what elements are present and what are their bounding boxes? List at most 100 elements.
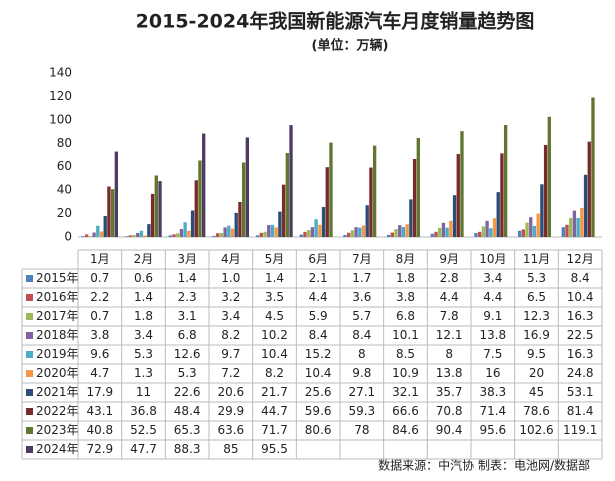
table-cell: 6.8 — [178, 328, 197, 342]
table-cell: 32.1 — [392, 385, 419, 399]
x-tick-label: 6月 — [308, 252, 328, 266]
table-cell: 38.3 — [479, 385, 506, 399]
bar — [591, 97, 595, 238]
bar — [99, 231, 104, 237]
bar — [245, 137, 250, 237]
table-cell: 1.8 — [134, 309, 153, 323]
legend-swatch — [26, 313, 33, 320]
legend-swatch — [26, 351, 33, 358]
bar — [481, 226, 486, 237]
bar — [576, 217, 580, 237]
bar — [569, 217, 573, 237]
bar — [438, 227, 442, 237]
table-cell: 10.2 — [261, 328, 288, 342]
bar — [179, 229, 184, 237]
table-cell: 11 — [136, 385, 151, 399]
table-cell: 1.7 — [352, 271, 371, 285]
table-cell: 25.6 — [305, 385, 332, 399]
bar — [270, 224, 275, 237]
bar — [485, 220, 489, 237]
bar — [477, 231, 482, 237]
bar — [343, 235, 347, 237]
bar — [238, 201, 242, 237]
source-note: 数据来源：中汽协 制表：电池网/数据部 — [378, 458, 590, 473]
bar — [434, 231, 438, 237]
bar — [194, 180, 198, 237]
table-cell: 3.8 — [396, 290, 415, 304]
bar — [401, 227, 406, 237]
legend-label: 2020年 — [36, 366, 79, 380]
bar — [187, 230, 191, 237]
table-cell: 16.3 — [567, 347, 594, 361]
bar — [281, 184, 286, 237]
bar — [398, 225, 402, 237]
table-cell: 1.8 — [396, 271, 415, 285]
bar — [299, 234, 303, 237]
bar — [190, 210, 195, 237]
legend-swatch — [26, 275, 33, 282]
bar — [525, 222, 529, 237]
legend-label: 2018年 — [36, 328, 79, 342]
bar — [405, 224, 409, 237]
bar — [540, 184, 544, 237]
table-cell: 63.6 — [217, 423, 244, 437]
table-cell: 90.4 — [436, 423, 463, 437]
bar — [289, 125, 293, 237]
table-cell: 1.4 — [265, 271, 284, 285]
bar — [449, 220, 453, 237]
y-tick-label: 140 — [49, 66, 72, 80]
table-cell: 65.3 — [174, 423, 201, 437]
y-tick-label: 20 — [57, 206, 72, 220]
bar — [219, 233, 224, 237]
bar — [416, 137, 420, 237]
bar — [212, 235, 216, 237]
table-cell: 119.1 — [563, 423, 597, 437]
bar — [274, 227, 278, 237]
bar — [81, 236, 85, 237]
bar — [354, 227, 358, 237]
table-cell: 70.8 — [436, 404, 463, 418]
table-cell: 4.7 — [90, 366, 109, 380]
legend-swatch — [26, 408, 33, 415]
bar — [143, 235, 147, 237]
bar — [532, 225, 537, 237]
bar — [318, 224, 322, 237]
table-cell: 47.7 — [130, 442, 157, 456]
bar — [215, 233, 220, 237]
bar — [492, 218, 497, 237]
bar — [278, 211, 282, 237]
table-cell: 3.6 — [352, 290, 371, 304]
legend-swatch — [26, 370, 33, 377]
table-cell: 9.1 — [483, 309, 502, 323]
x-tick-label: 5月 — [265, 252, 285, 266]
table-cell: 7.2 — [221, 366, 240, 380]
bar — [307, 230, 311, 237]
bar — [456, 154, 460, 237]
legend-label: 2019年 — [36, 347, 79, 361]
bar — [92, 232, 96, 237]
table-cell: 5.3 — [527, 271, 546, 285]
bar — [521, 229, 525, 237]
bar — [321, 207, 326, 237]
y-tick-label: 100 — [49, 112, 72, 126]
table-cell: 0.7 — [90, 271, 109, 285]
bar — [263, 231, 267, 237]
table-cell: 3.8 — [90, 328, 109, 342]
x-tick-label: 11月 — [523, 252, 550, 266]
bar — [394, 229, 398, 237]
table-cell: 8.2 — [221, 328, 240, 342]
bar — [536, 213, 540, 237]
table-cell: 35.7 — [436, 385, 463, 399]
table-cell: 9.7 — [221, 347, 240, 361]
bar — [107, 186, 111, 237]
table-cell: 7.5 — [483, 347, 502, 361]
legend-label: 2023年 — [36, 423, 79, 437]
table-cell: 102.6 — [519, 423, 553, 437]
legend-label: 2016年 — [36, 290, 79, 304]
legend-label: 2022年 — [36, 404, 79, 418]
table-cell: 95.5 — [261, 442, 288, 456]
table-cell: 12.3 — [523, 309, 550, 323]
bar — [84, 234, 89, 237]
table-cell: 2.1 — [309, 271, 328, 285]
table-cell: 59.6 — [305, 404, 332, 418]
